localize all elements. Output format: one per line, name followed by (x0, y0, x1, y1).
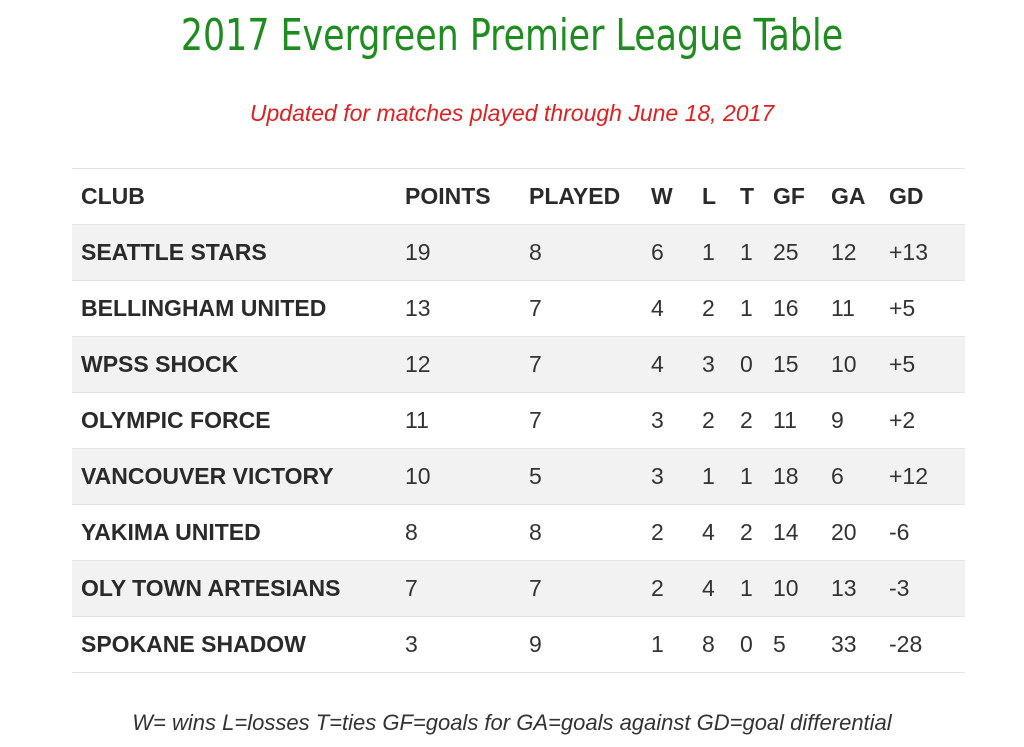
cell-wins: 3 (651, 392, 702, 449)
cell-goals-for: 14 (773, 504, 831, 561)
cell-wins: 4 (651, 280, 702, 337)
cell-points: 12 (405, 336, 529, 393)
cell-points: 19 (405, 224, 529, 281)
page-title: 2017 Evergreen Premier League Table (180, 10, 844, 61)
cell-wins: 6 (651, 224, 702, 281)
cell-points: 3 (405, 616, 529, 673)
table-header-row: CLUB POINTS PLAYED W L T GF GA GD (72, 168, 965, 225)
cell-played: 7 (529, 280, 651, 337)
cell-club: SEATTLE STARS (72, 224, 405, 281)
cell-losses: 2 (702, 392, 740, 449)
header-goal-diff: GD (889, 168, 965, 225)
cell-wins: 4 (651, 336, 702, 393)
table-row: SPOKANE SHADOW 3 9 1 8 0 5 33 -28 (72, 616, 965, 673)
cell-goal-diff: -6 (889, 504, 965, 561)
cell-points: 8 (405, 504, 529, 561)
cell-ties: 0 (740, 336, 773, 393)
cell-club: VANCOUVER VICTORY (72, 448, 405, 505)
cell-points: 10 (405, 448, 529, 505)
cell-played: 5 (529, 448, 651, 505)
cell-played: 9 (529, 616, 651, 673)
cell-played: 8 (529, 504, 651, 561)
cell-points: 7 (405, 560, 529, 617)
cell-goals-for: 16 (773, 280, 831, 337)
standings-table: CLUB POINTS PLAYED W L T GF GA GD SEATTL… (72, 168, 965, 673)
cell-goal-diff: +2 (889, 392, 965, 449)
cell-ties: 1 (740, 560, 773, 617)
cell-goal-diff: -3 (889, 560, 965, 617)
cell-ties: 1 (740, 224, 773, 281)
cell-wins: 3 (651, 448, 702, 505)
cell-goals-against: 6 (831, 448, 889, 505)
table-row: WPSS SHOCK 12 7 4 3 0 15 10 +5 (72, 336, 965, 393)
cell-wins: 2 (651, 560, 702, 617)
cell-points: 13 (405, 280, 529, 337)
cell-club: BELLINGHAM UNITED (72, 280, 405, 337)
cell-goals-for: 5 (773, 616, 831, 673)
cell-ties: 1 (740, 280, 773, 337)
cell-goals-against: 10 (831, 336, 889, 393)
header-club: CLUB (72, 168, 405, 225)
cell-losses: 2 (702, 280, 740, 337)
cell-goals-for: 11 (773, 392, 831, 449)
table-legend: W= wins L=losses T=ties GF=goals for GA=… (132, 710, 892, 735)
cell-wins: 2 (651, 504, 702, 561)
cell-ties: 0 (740, 616, 773, 673)
cell-goal-diff: +5 (889, 280, 965, 337)
table-row: OLY TOWN ARTESIANS 7 7 2 4 1 10 13 -3 (72, 560, 965, 617)
cell-losses: 3 (702, 336, 740, 393)
cell-losses: 1 (702, 224, 740, 281)
cell-goals-against: 33 (831, 616, 889, 673)
cell-goals-for: 25 (773, 224, 831, 281)
cell-goal-diff: +12 (889, 448, 965, 505)
cell-losses: 4 (702, 504, 740, 561)
cell-played: 7 (529, 336, 651, 393)
cell-goal-diff: +13 (889, 224, 965, 281)
cell-losses: 4 (702, 560, 740, 617)
update-note: Updated for matches played through June … (249, 100, 775, 126)
cell-goals-for: 10 (773, 560, 831, 617)
cell-ties: 1 (740, 448, 773, 505)
cell-goals-against: 12 (831, 224, 889, 281)
header-ties: T (740, 168, 773, 225)
cell-club: YAKIMA UNITED (72, 504, 405, 561)
cell-club: SPOKANE SHADOW (72, 616, 405, 673)
header-played: PLAYED (529, 168, 651, 225)
table-row: BELLINGHAM UNITED 13 7 4 2 1 16 11 +5 (72, 280, 965, 337)
table-row: OLYMPIC FORCE 11 7 3 2 2 11 9 +2 (72, 392, 965, 449)
cell-losses: 8 (702, 616, 740, 673)
cell-played: 8 (529, 224, 651, 281)
header-goals-against: GA (831, 168, 889, 225)
cell-ties: 2 (740, 504, 773, 561)
cell-goals-against: 9 (831, 392, 889, 449)
cell-club: OLY TOWN ARTESIANS (72, 560, 405, 617)
cell-wins: 1 (651, 616, 702, 673)
cell-ties: 2 (740, 392, 773, 449)
header-goals-for: GF (773, 168, 831, 225)
header-wins: W (651, 168, 702, 225)
header-losses: L (702, 168, 740, 225)
cell-goals-for: 18 (773, 448, 831, 505)
header-points: POINTS (405, 168, 529, 225)
cell-played: 7 (529, 392, 651, 449)
table-row: YAKIMA UNITED 8 8 2 4 2 14 20 -6 (72, 504, 965, 561)
cell-club: OLYMPIC FORCE (72, 392, 405, 449)
cell-goals-against: 11 (831, 280, 889, 337)
cell-points: 11 (405, 392, 529, 449)
standings-body: SEATTLE STARS 19 8 6 1 1 25 12 +13 BELLINGHAM UNI… (72, 224, 965, 673)
cell-played: 7 (529, 560, 651, 617)
cell-goal-diff: +5 (889, 336, 965, 393)
cell-goals-against: 20 (831, 504, 889, 561)
table-row: VANCOUVER VICTORY 10 5 3 1 1 18 6 +12 (72, 448, 965, 505)
cell-goals-against: 13 (831, 560, 889, 617)
table-row: SEATTLE STARS 19 8 6 1 1 25 12 +13 (72, 224, 965, 281)
cell-goals-for: 15 (773, 336, 831, 393)
cell-goal-diff: -28 (889, 616, 965, 673)
cell-losses: 1 (702, 448, 740, 505)
cell-club: WPSS SHOCK (72, 336, 405, 393)
